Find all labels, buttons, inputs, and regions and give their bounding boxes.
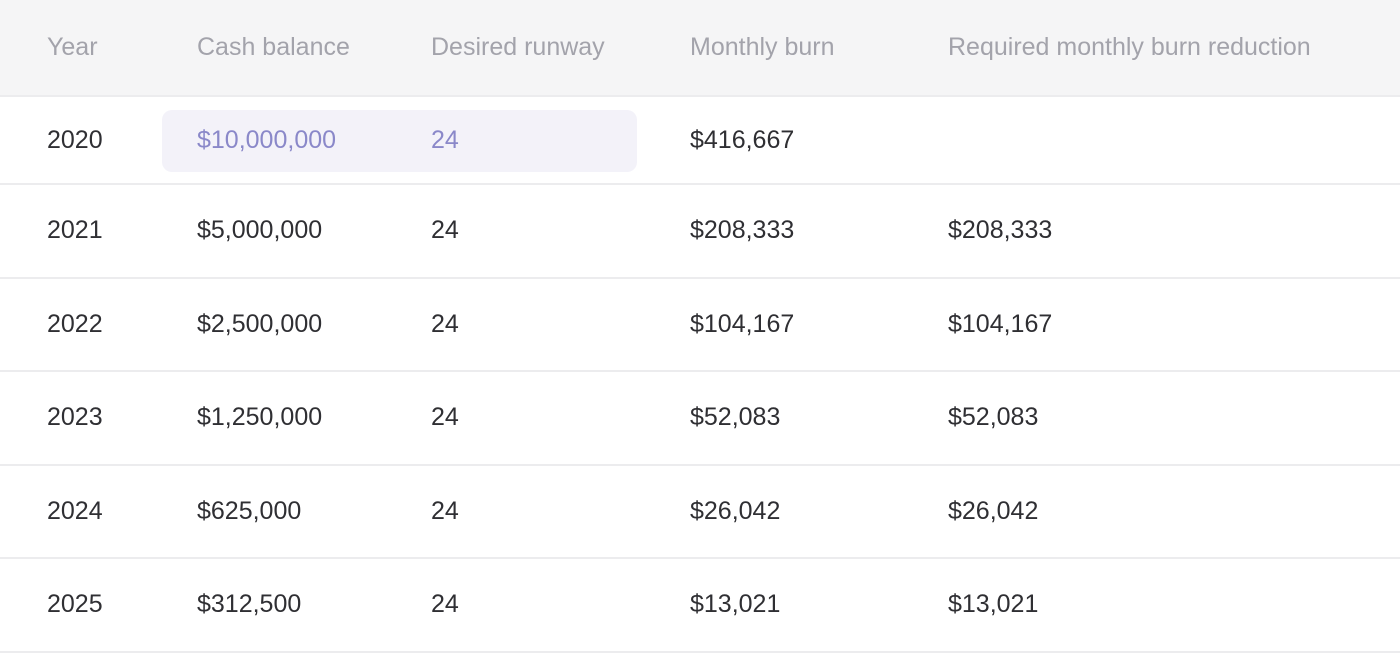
monthly-burn-cell: $208,333 [690, 216, 795, 245]
year-cell: 2021 [47, 216, 103, 245]
cash-balance-cell: $625,000 [197, 496, 302, 525]
cash-balance-input[interactable]: $10,000,000 [197, 125, 337, 154]
column-header-cash-balance[interactable]: Cash balance [197, 33, 350, 61]
desired-runway-input[interactable]: 24 [431, 125, 459, 154]
required-reduction-cell: $104,167 [948, 309, 1053, 338]
table-row: 2021 $5,000,000 24 $208,333 $208,333 [0, 185, 1400, 279]
table-row: 2022 $2,500,000 24 $104,167 $104,167 [0, 279, 1400, 372]
column-header-monthly-burn[interactable]: Monthly burn [690, 33, 835, 61]
monthly-burn-cell: $52,083 [690, 403, 781, 432]
column-header-year[interactable]: Year [47, 33, 98, 61]
table-row: 2024 $625,000 24 $26,042 $26,042 [0, 466, 1400, 559]
monthly-burn-cell: $416,667 [690, 125, 795, 154]
year-cell: 2023 [47, 403, 103, 432]
cash-balance-cell: $312,500 [197, 590, 302, 619]
cash-balance-cell: $5,000,000 [197, 216, 323, 245]
year-cell: 2024 [47, 496, 103, 525]
desired-runway-cell: 24 [431, 590, 459, 619]
monthly-burn-cell: $26,042 [690, 496, 781, 525]
editable-input-group[interactable] [162, 110, 637, 172]
column-header-required-reduction[interactable]: Required monthly burn reduction [948, 33, 1311, 61]
required-reduction-cell: $208,333 [948, 216, 1053, 245]
table-header-row: Year Cash balance Desired runway Monthly… [0, 0, 1400, 97]
year-cell: 2020 [47, 125, 103, 154]
required-reduction-cell: $13,021 [948, 590, 1039, 619]
table-row: 2025 $312,500 24 $13,021 $13,021 [0, 559, 1400, 653]
required-reduction-cell: $26,042 [948, 496, 1039, 525]
desired-runway-cell: 24 [431, 496, 459, 525]
desired-runway-cell: 24 [431, 403, 459, 432]
table-row: 2020 $10,000,000 24 $416,667 [0, 97, 1400, 185]
desired-runway-cell: 24 [431, 216, 459, 245]
column-header-desired-runway[interactable]: Desired runway [431, 33, 605, 61]
required-reduction-cell: $52,083 [948, 403, 1039, 432]
year-cell: 2022 [47, 309, 103, 338]
year-cell: 2025 [47, 590, 103, 619]
table-row: 2023 $1,250,000 24 $52,083 $52,083 [0, 372, 1400, 466]
runway-table: Year Cash balance Desired runway Monthly… [0, 0, 1400, 653]
cash-balance-cell: $1,250,000 [197, 403, 323, 432]
desired-runway-cell: 24 [431, 309, 459, 338]
cash-balance-cell: $2,500,000 [197, 309, 323, 338]
monthly-burn-cell: $13,021 [690, 590, 781, 619]
monthly-burn-cell: $104,167 [690, 309, 795, 338]
